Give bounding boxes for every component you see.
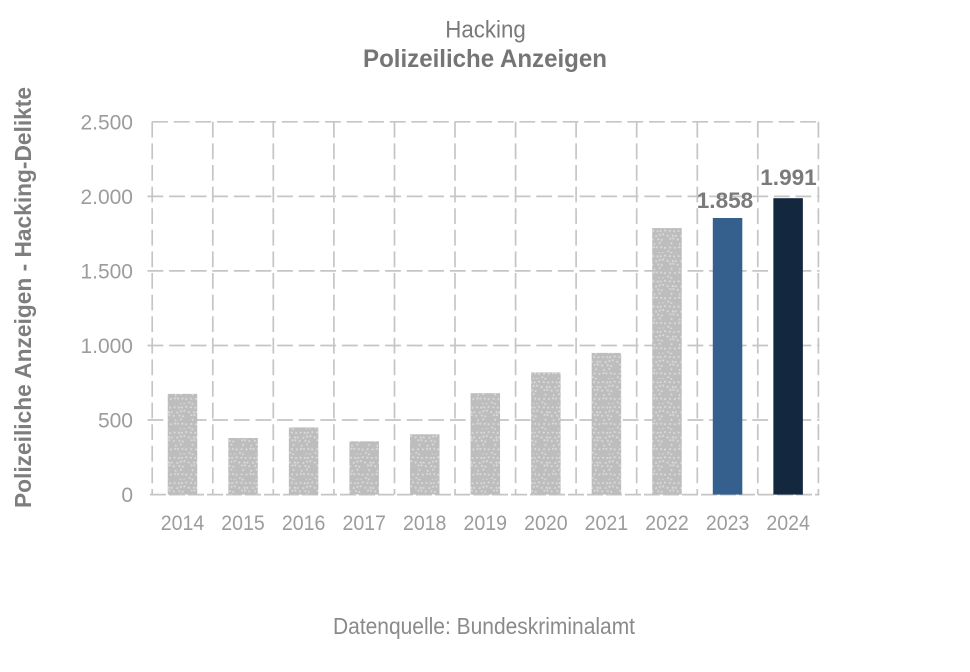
svg-text:1.500: 1.500 [80, 260, 133, 283]
svg-text:500: 500 [98, 410, 133, 433]
svg-text:2016: 2016 [282, 512, 326, 535]
svg-text:Polizeiliche Anzeigen: Polizeiliche Anzeigen [363, 45, 607, 73]
svg-text:Datenquelle: Bundeskriminalamt: Datenquelle: Bundeskriminalamt [333, 613, 636, 639]
svg-text:2.000: 2.000 [80, 186, 133, 209]
svg-text:2020: 2020 [524, 512, 568, 535]
svg-text:2023: 2023 [706, 512, 750, 535]
svg-text:2018: 2018 [403, 512, 447, 535]
svg-text:1.858: 1.858 [697, 188, 754, 213]
svg-text:2017: 2017 [342, 512, 386, 535]
svg-text:0: 0 [121, 484, 133, 507]
svg-text:2024: 2024 [766, 512, 810, 535]
svg-text:1.991: 1.991 [760, 165, 817, 190]
svg-text:2015: 2015 [221, 512, 265, 535]
svg-text:2022: 2022 [645, 512, 689, 535]
svg-text:2.500: 2.500 [80, 111, 133, 134]
svg-text:2014: 2014 [161, 512, 205, 535]
svg-text:2021: 2021 [585, 512, 629, 535]
svg-text:Polizeiliche Anzeigen - Hackin: Polizeiliche Anzeigen - Hacking-Delikte [10, 87, 36, 508]
svg-text:2019: 2019 [464, 512, 508, 535]
svg-text:1.000: 1.000 [80, 335, 133, 358]
svg-text:Hacking: Hacking [445, 17, 526, 44]
